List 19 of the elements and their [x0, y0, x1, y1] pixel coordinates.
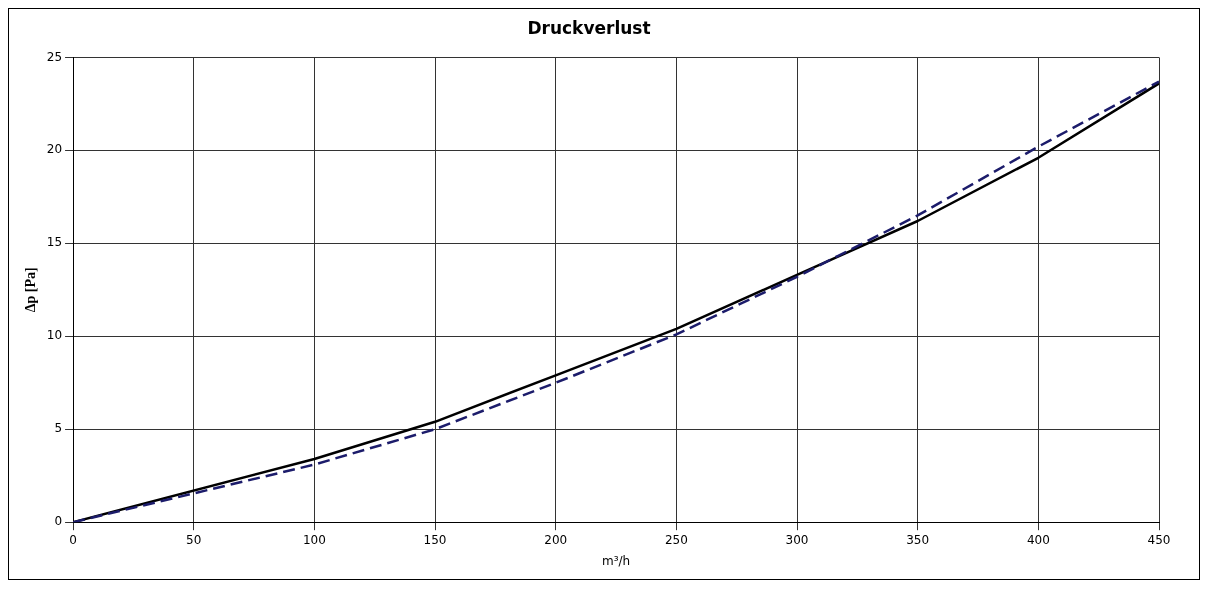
- y-tick-label: 25: [46, 49, 63, 64]
- chart-title: Druckverlust: [527, 17, 651, 38]
- x-tick-label: 250: [664, 532, 688, 547]
- y-tick-label: 20: [46, 142, 63, 157]
- x-tick-label: 100: [302, 532, 326, 547]
- x-tick-label: 50: [186, 532, 202, 547]
- y-tick-label: 0: [54, 514, 63, 529]
- x-tick-label: 350: [906, 532, 930, 547]
- x-tick-label: 300: [785, 532, 809, 547]
- x-tick-label: 200: [544, 532, 568, 547]
- x-tick-label: 450: [1147, 532, 1171, 547]
- x-axis-title: m³/h: [601, 553, 631, 568]
- y-tick-label: 5: [54, 421, 63, 436]
- x-tick-label: 400: [1026, 532, 1050, 547]
- y-axis-title: Δp [Pa]: [23, 267, 39, 313]
- x-tick-label: 150: [423, 532, 447, 547]
- y-tick-label: 15: [46, 235, 63, 250]
- y-tick-label: 10: [46, 328, 63, 343]
- x-tick-label: 0: [69, 532, 77, 547]
